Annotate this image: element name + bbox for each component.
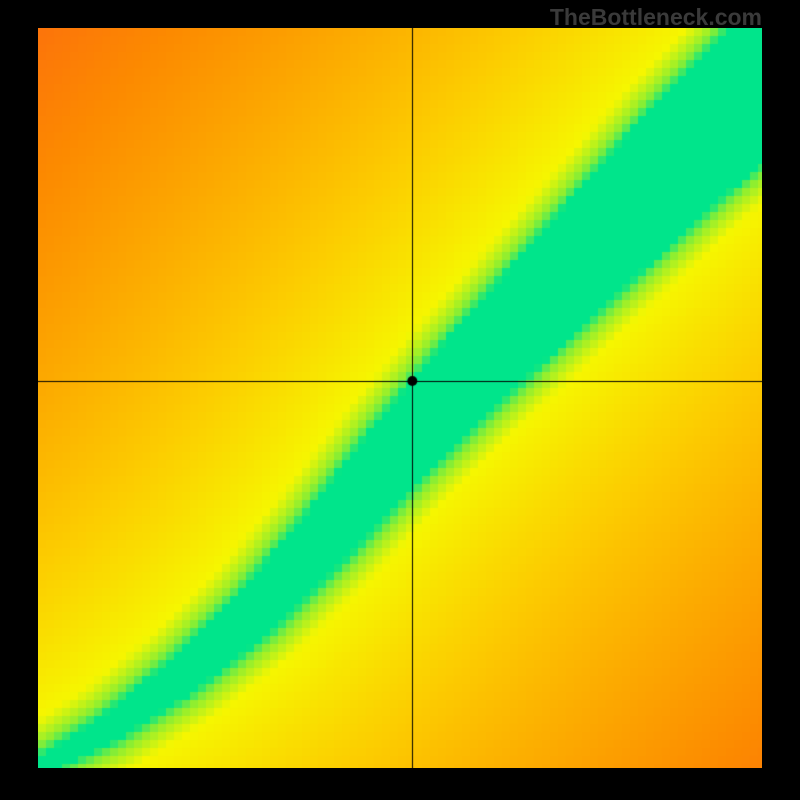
- watermark-text: TheBottleneck.com: [550, 4, 762, 31]
- chart-overlay-canvas: [38, 28, 762, 768]
- chart-container: TheBottleneck.com: [0, 0, 800, 800]
